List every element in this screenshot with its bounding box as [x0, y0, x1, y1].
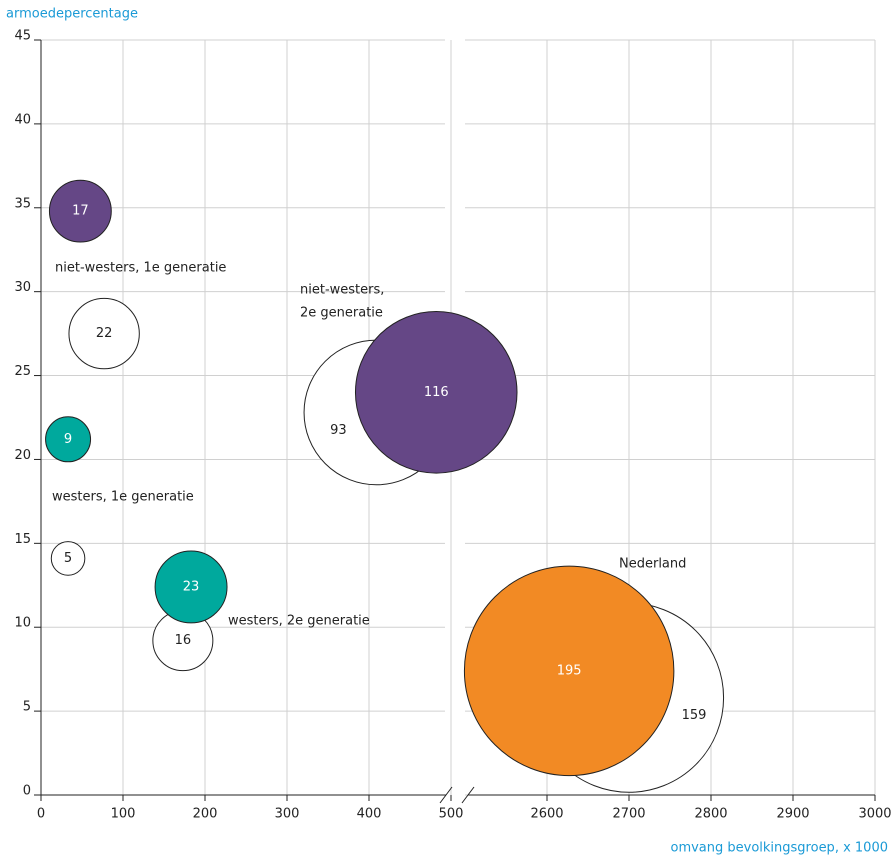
- bubble-label: 116: [424, 385, 449, 400]
- y-tick-label: 15: [14, 532, 31, 547]
- x-tick-label: 500: [439, 807, 464, 822]
- x-tick-label: 3000: [858, 807, 891, 822]
- x-tick-label: 2800: [694, 807, 727, 822]
- bubble: [354, 311, 518, 474]
- x-tick-label: 0: [37, 807, 45, 822]
- bubble-label: 22: [96, 326, 113, 341]
- bubble-label: 9: [64, 432, 72, 447]
- y-tick-label: 30: [14, 280, 31, 295]
- x-tick-label: 2900: [776, 807, 809, 822]
- x-tick-label: 2600: [530, 807, 563, 822]
- bubble: [68, 297, 140, 370]
- bubble-label: 17: [72, 204, 89, 219]
- group-label: niet-westers,: [300, 283, 384, 298]
- axis-break: [461, 786, 475, 804]
- bubble-label: 16: [175, 633, 192, 648]
- bubble: [45, 416, 92, 463]
- x-tick-label: 200: [193, 807, 218, 822]
- bubble-label: 5: [64, 551, 72, 566]
- bubble: [463, 565, 675, 777]
- group-label: westers, 1e generatie: [52, 490, 194, 505]
- y-tick-label: 35: [14, 196, 31, 211]
- bubble: [50, 541, 86, 576]
- axis-break: [439, 786, 453, 804]
- bubble-label: 159: [682, 708, 707, 723]
- x-axis-title: omvang bevolkingsgroep, x 1000: [670, 841, 888, 856]
- y-tick-label: 5: [23, 700, 31, 715]
- y-tick-label: 45: [14, 29, 31, 44]
- bubble-label: 93: [330, 423, 347, 438]
- group-label: westers, 2e generatie: [228, 614, 370, 629]
- y-axis-title: armoedepercentage: [6, 7, 138, 22]
- group-label: 2e generatie: [300, 306, 383, 321]
- y-tick-label: 10: [14, 616, 31, 631]
- x-tick-label: 2700: [612, 807, 645, 822]
- y-tick-label: 25: [14, 364, 31, 379]
- group-label: Nederland: [619, 557, 686, 572]
- y-tick-label: 20: [14, 448, 31, 463]
- bubble-label: 195: [557, 663, 582, 678]
- group-label: niet-westers, 1e generatie: [55, 261, 226, 276]
- y-tick-label: 0: [23, 784, 31, 799]
- x-tick-label: 100: [111, 807, 136, 822]
- x-tick-label: 400: [357, 807, 382, 822]
- x-tick-label: 300: [275, 807, 300, 822]
- y-tick-label: 40: [14, 112, 31, 127]
- bubble-label: 23: [183, 579, 200, 594]
- bubble: [48, 179, 112, 243]
- bubble: [154, 550, 228, 624]
